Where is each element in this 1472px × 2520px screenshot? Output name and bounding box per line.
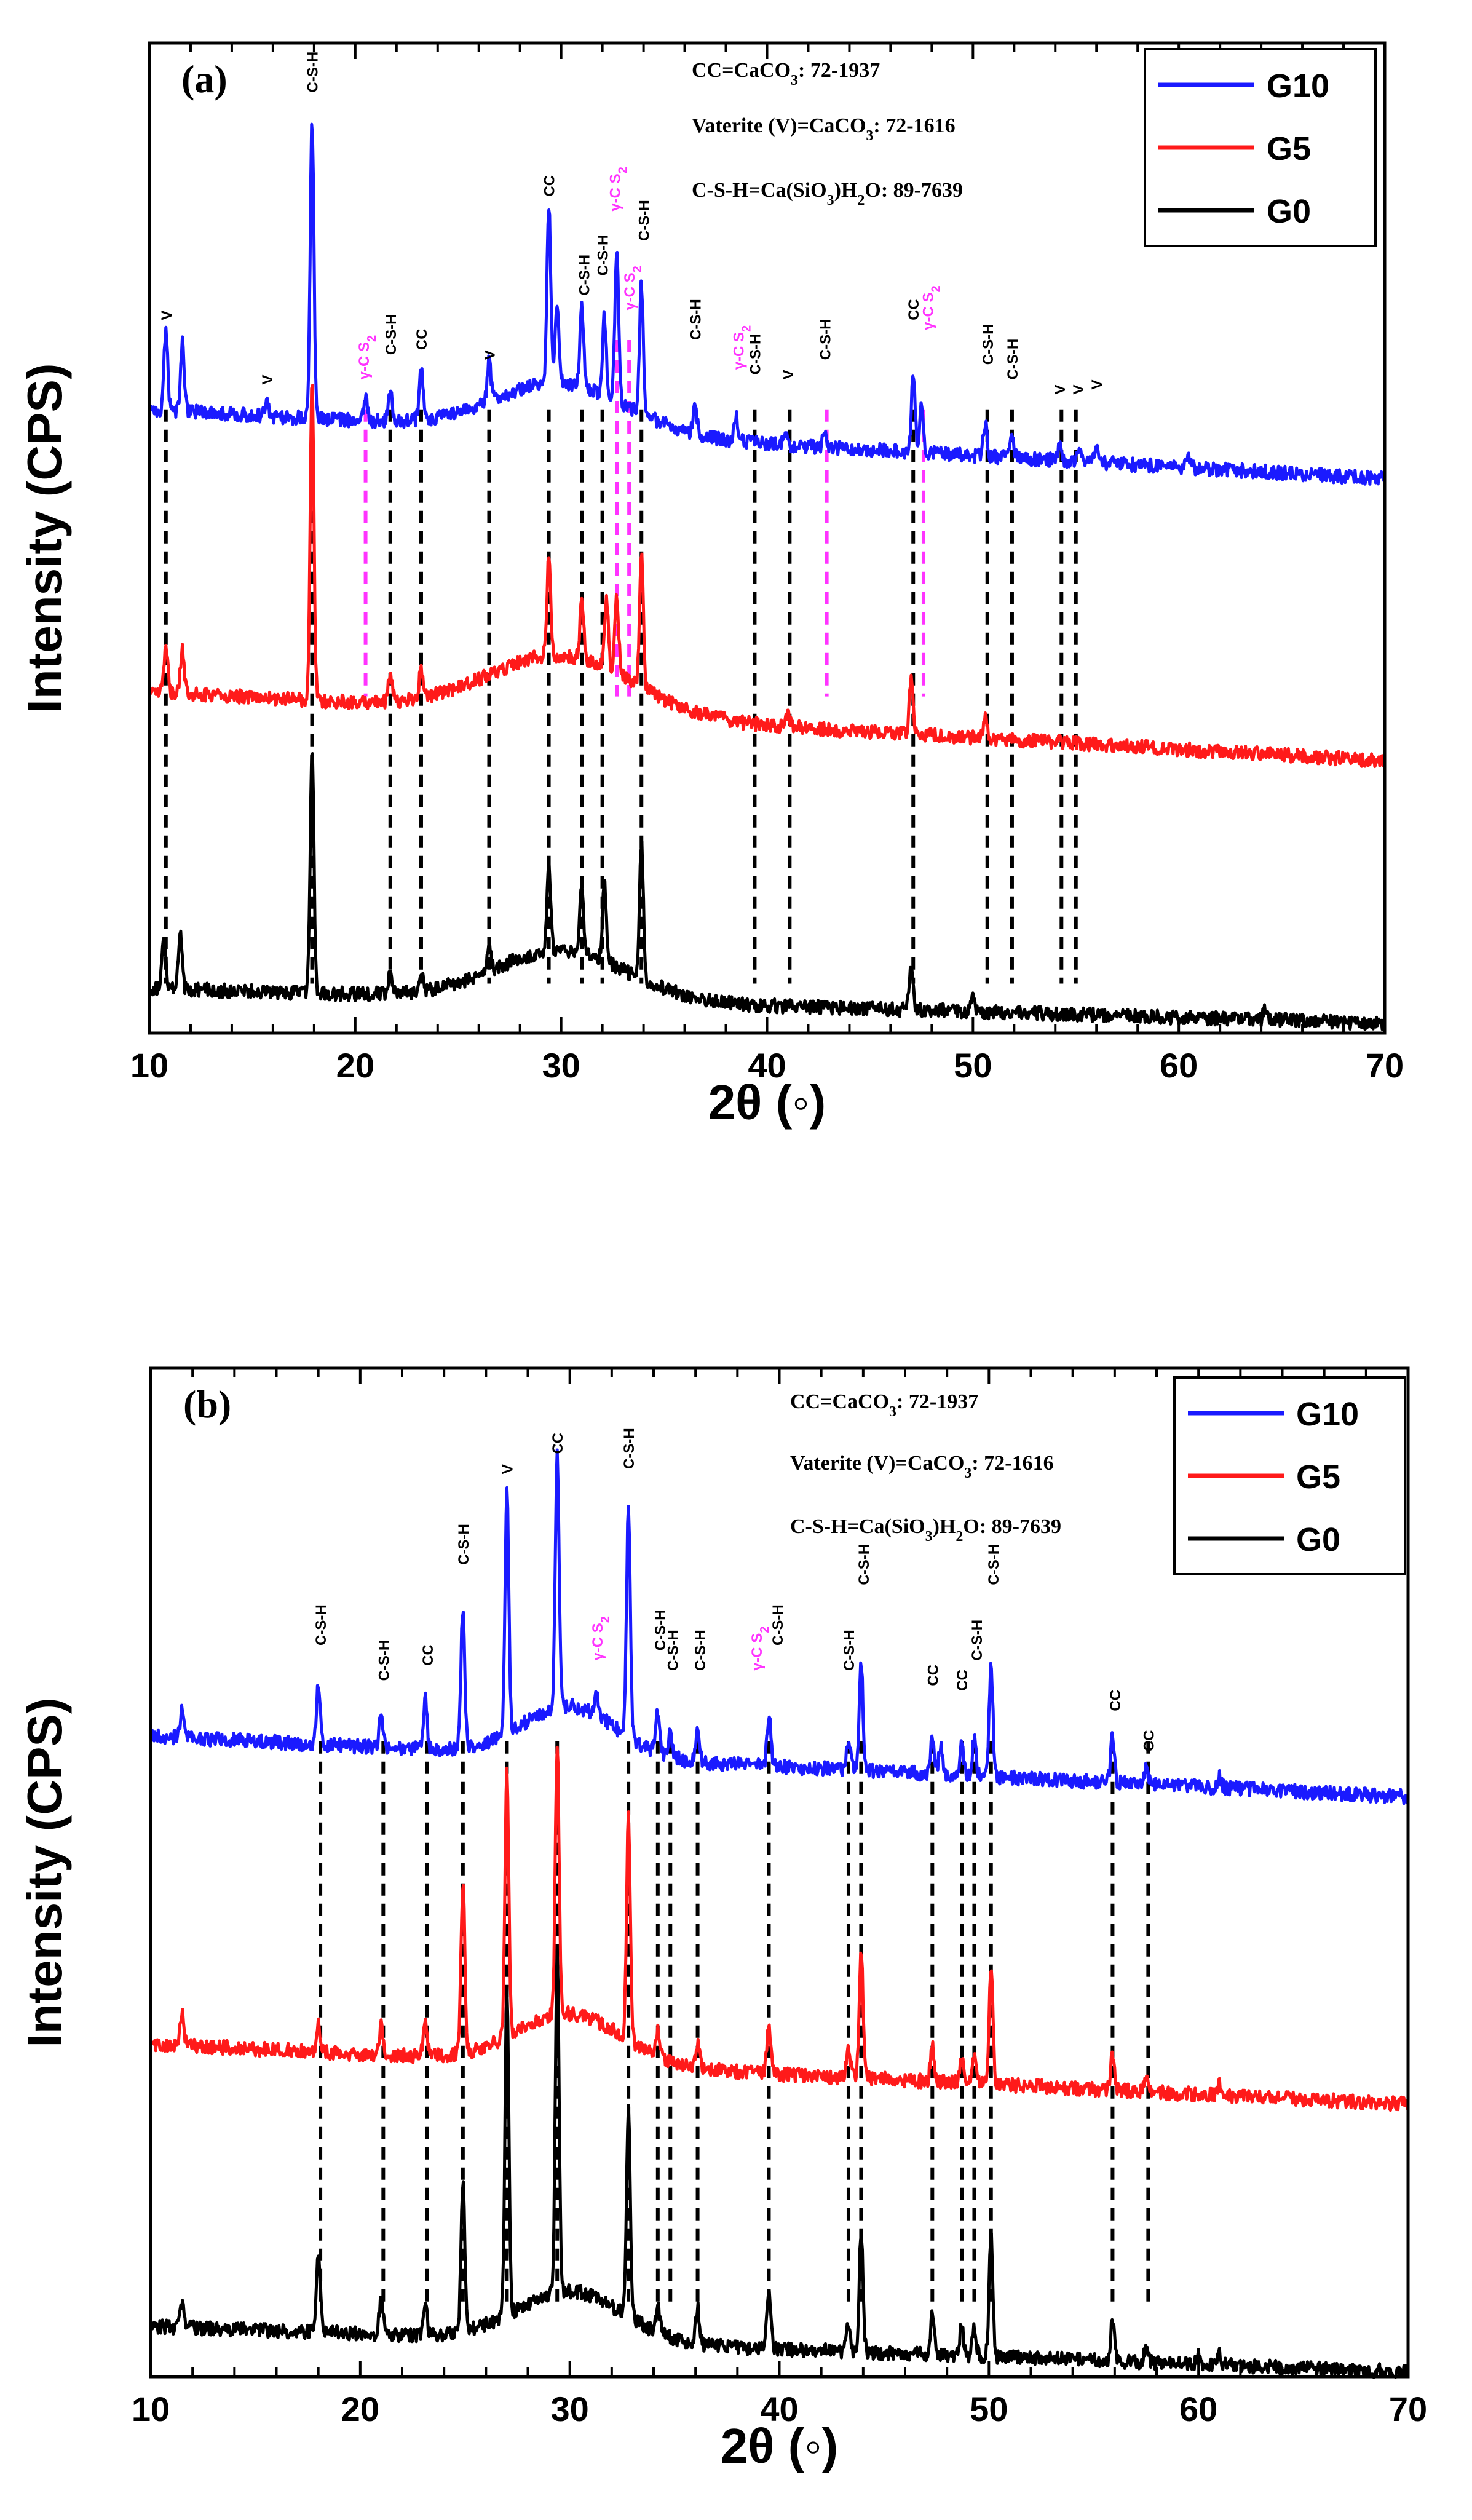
x-tick-label: 10	[130, 1046, 168, 1085]
legend-entry-G0: G0	[1267, 193, 1311, 230]
peak-label-csh: C-S-H	[969, 1620, 986, 1661]
peak-label-csh: C-S-H	[1005, 339, 1021, 380]
peak-label-csh: C-S-H	[687, 299, 704, 340]
x-tick-label: 60	[1179, 2390, 1217, 2428]
reference-card: C-S-H=Ca(SiO3)H2O: 89-7639	[790, 1515, 1061, 1545]
peak-label-csh: C-S-H	[770, 1604, 786, 1646]
series-G10-line	[148, 122, 1387, 486]
peak-label-csh: C-S-H	[817, 319, 834, 360]
peak-label-cs: γ-C S2	[590, 1616, 612, 1660]
x-axis: 10 20 30 40 50 60 70	[130, 43, 1404, 1085]
legend-entry-G10: G10	[1296, 1396, 1359, 1433]
peak-label-cs: γ-C S2	[731, 325, 754, 370]
peak-label-csh: C-S-H	[383, 314, 400, 355]
x-tick-label: 30	[551, 2390, 589, 2428]
legend-entry-G5: G5	[1267, 130, 1311, 167]
reference-cards: CC=CaCO3: 72-1937 Vaterite (V)=CaCO3: 72-…	[790, 1390, 1061, 1545]
reference-card: CC=CaCO3: 72-1937	[692, 59, 880, 89]
peak-label-v: V	[159, 311, 175, 320]
peak-label-csh: C-S-H	[747, 334, 764, 375]
reference-cards: CC=CaCO3: 72-1937 Vaterite (V)=CaCO3: 72-…	[692, 59, 963, 208]
reference-card: Vaterite (V)=CaCO3: 72-1616	[692, 114, 956, 144]
peak-label-cs: γ-C S2	[607, 167, 630, 211]
panel-label: (a)	[181, 57, 228, 101]
x-axis-label: 2θ (◦)	[721, 2419, 839, 2473]
peak-label-v: V	[1052, 385, 1069, 395]
panel-label: (b)	[183, 1382, 231, 1426]
peak-label-csh: C-S-H	[595, 235, 612, 276]
y-axis-label: Intensity (CPS)	[17, 1698, 72, 2048]
legend-entry-G0: G0	[1296, 1521, 1340, 1558]
peak-label-csh: C-S-H	[856, 1544, 873, 1585]
x-tick-label: 30	[542, 1046, 580, 1085]
x-tick-label: 10	[132, 2390, 170, 2428]
x-axis-label: 2θ (◦)	[708, 1075, 826, 1130]
series-G5-line	[149, 1745, 1409, 2112]
peak-label-v: V	[1089, 379, 1106, 389]
peak-label-csh: C-S-H	[665, 1630, 682, 1671]
peak-label-cs: γ-C S2	[356, 335, 379, 379]
peak-label-cc: CC	[1107, 1690, 1124, 1711]
peak-label-csh: C-S-H	[376, 1640, 392, 1681]
legend-entry-G10: G10	[1267, 68, 1329, 105]
peak-label-cc: CC	[542, 175, 558, 197]
peak-label-csh: C-S-H	[980, 324, 997, 365]
x-tick-label: 20	[336, 1046, 374, 1085]
peak-label-v: V	[481, 350, 498, 360]
peak-label-csh: C-S-H	[692, 1630, 709, 1671]
series-G0-line	[149, 1949, 1410, 2379]
peak-label-v: V	[499, 1464, 516, 1474]
peak-label-csh: C-S-H	[456, 1524, 472, 1565]
x-tick-label: 70	[1389, 2390, 1427, 2428]
legend-entry-G5: G5	[1296, 1459, 1340, 1496]
peak-label-v: V	[1070, 385, 1087, 395]
x-tick-label: 20	[341, 2390, 379, 2428]
peak-label-cc: CC	[420, 1644, 437, 1666]
x-tick-label: 40	[748, 1046, 786, 1085]
peak-label-cc: CC	[414, 328, 430, 350]
x-tick-label: 60	[1160, 1046, 1198, 1085]
peak-label-cc: CC	[925, 1665, 941, 1686]
peak-label-cc: CC	[906, 299, 922, 320]
peak-label-cc: CC	[1141, 1730, 1157, 1752]
peak-label-csh: C-S-H	[841, 1630, 858, 1671]
x-tick-label: 50	[970, 2390, 1008, 2428]
peak-label-cs: γ-C S2	[920, 285, 943, 330]
x-axis: 10 20 30 40 50 60 70	[132, 1368, 1427, 2428]
legend: G10 G5 G0	[1144, 48, 1377, 247]
legend: G10 G5 G0	[1173, 1376, 1406, 1575]
series-G10-line	[149, 1448, 1410, 1805]
y-axis-label: Intensity (CPS)	[17, 363, 72, 713]
peak-label-csh: C-S-H	[313, 1604, 330, 1646]
peak-label-v: V	[780, 370, 797, 379]
reference-card: C-S-H=Ca(SiO3)H2O: 89-7639	[692, 179, 963, 208]
series-G5-line	[148, 384, 1386, 769]
peak-label-cs: γ-C S2	[749, 1627, 772, 1671]
peak-label-csh: C-S-H	[986, 1544, 1002, 1585]
peak-label-csh: C-S-H	[621, 1428, 638, 1469]
peak-label-csh: C-S-H	[636, 200, 653, 241]
peak-label-cc: CC	[550, 1433, 566, 1454]
x-tick-label: 50	[954, 1046, 992, 1085]
reference-card: Vaterite (V)=CaCO3: 72-1616	[790, 1452, 1054, 1481]
peak-label-v: V	[259, 374, 276, 384]
reference-card: CC=CaCO3: 72-1937	[790, 1390, 978, 1420]
x-tick-label: 70	[1366, 1046, 1404, 1085]
peak-label-cs: γ-C S2	[622, 266, 644, 310]
peak-label-csh: C-S-H	[652, 1610, 669, 1651]
peak-label-cc: CC	[954, 1670, 971, 1691]
peak-label-csh: C-S-H	[305, 52, 322, 93]
peak-label-csh: C-S-H	[576, 255, 593, 296]
x-tick-label: 40	[760, 2390, 798, 2428]
